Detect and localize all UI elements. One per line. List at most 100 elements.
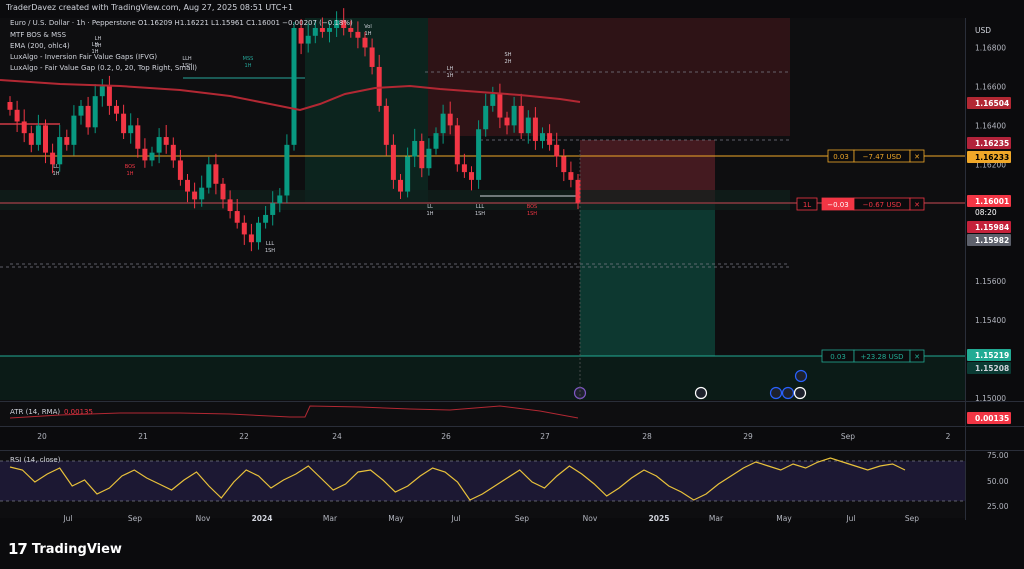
candle-body xyxy=(348,28,354,32)
candle-body xyxy=(227,199,233,212)
event-icon xyxy=(769,386,783,400)
time-tick: 28 xyxy=(642,432,652,441)
candle-body xyxy=(114,105,119,114)
time-tick: Sep xyxy=(841,432,855,441)
rsi-month-tick: Sep xyxy=(905,514,919,523)
ema-price-tag-bg xyxy=(967,97,1011,109)
rsi-month-tick: May xyxy=(776,514,792,523)
price-tick: 1.16600 xyxy=(975,82,1006,91)
candle-body xyxy=(497,94,503,118)
structure-label: LLH xyxy=(182,56,192,62)
candle-body xyxy=(43,125,48,153)
candle-body xyxy=(57,137,63,165)
structure-label: 1SH xyxy=(527,211,537,217)
candle-body xyxy=(483,105,489,130)
structure-label: Vol xyxy=(364,24,371,30)
candle-body xyxy=(476,129,482,180)
candle-body xyxy=(334,20,340,28)
structure-label: 1SH xyxy=(475,211,485,217)
candle-body xyxy=(341,20,347,28)
low2-tag-bg xyxy=(967,234,1011,246)
candle-body xyxy=(21,121,27,134)
price-tick: 1.15400 xyxy=(975,316,1006,325)
indicator-label: LuxAlgo - Fair Value Gap (0.2, 0, 20, To… xyxy=(10,64,197,72)
target-zone xyxy=(580,204,715,356)
candle-body xyxy=(405,156,411,192)
candle-body xyxy=(156,137,162,153)
candle-body xyxy=(177,160,183,180)
atr-line xyxy=(9,405,579,419)
rsi-month-tick: Jul xyxy=(845,514,855,523)
indicator-label: LuxAlgo - Inversion Fair Value Gaps (IFV… xyxy=(10,53,157,61)
credit-text: TraderDavez created with TradingView.com… xyxy=(6,3,294,12)
rsi-month-tick: 2025 xyxy=(649,514,670,523)
candle-body xyxy=(355,31,361,38)
candle-body xyxy=(220,183,226,200)
structure-label: 1H xyxy=(95,43,102,49)
candle-body xyxy=(561,156,567,173)
rsi-month-tick: Sep xyxy=(515,514,529,523)
candle-body xyxy=(106,86,112,106)
currency-label: USD xyxy=(975,26,991,35)
target2-tag-bg xyxy=(967,362,1011,374)
atr-inline-value: 0.00135 xyxy=(64,408,93,416)
structure-label: BOS xyxy=(527,204,537,210)
candle-body xyxy=(518,105,524,134)
candle-body xyxy=(504,117,510,126)
rsi-tick: 50.00 xyxy=(987,477,1009,486)
rsi-month-tick: Sep xyxy=(128,514,142,523)
candle-body xyxy=(163,137,169,145)
candle-body xyxy=(78,105,84,116)
structure-label: 1H xyxy=(127,171,134,177)
stop-top-tag-bg xyxy=(967,137,1011,149)
structure-label: LL xyxy=(427,204,433,210)
candle-body xyxy=(14,109,20,122)
structure-label: 1SH xyxy=(182,63,192,69)
entry-qty-box xyxy=(796,197,818,211)
candle-body xyxy=(540,133,545,141)
rsi-month-tick: Jul xyxy=(62,514,72,523)
candle-body xyxy=(241,222,247,235)
structure-label: LLL xyxy=(476,204,485,210)
candle-body xyxy=(575,179,581,204)
candle-body xyxy=(64,137,70,145)
candle-body xyxy=(92,96,98,128)
structure-label: SH xyxy=(505,52,512,58)
time-tick: 20 xyxy=(37,432,47,441)
ema-price-tag: 1.16504 xyxy=(975,99,1009,108)
candle-body xyxy=(185,179,190,192)
stop-qty: 0.03 xyxy=(833,153,849,161)
entry-side: −0.03 xyxy=(827,201,848,209)
structure-label: LH xyxy=(92,42,99,48)
target-price-tag: 1.15219 xyxy=(975,351,1009,360)
candle-body xyxy=(454,125,460,165)
structure-label: 1H xyxy=(447,73,454,79)
candle-body xyxy=(412,140,418,157)
price-tick: 1.16200 xyxy=(975,160,1006,169)
price-tick: 1.16800 xyxy=(975,43,1006,52)
time-tick: 27 xyxy=(540,432,550,441)
price-tick: 1.15000 xyxy=(975,394,1006,403)
time-tick: 24 xyxy=(332,432,342,441)
event-icon xyxy=(573,386,587,400)
candle-body xyxy=(213,164,219,184)
atr-pane xyxy=(0,402,965,426)
indicator-label: MTF BOS & MSS xyxy=(10,31,67,39)
candle-body xyxy=(7,102,13,110)
entry-close-icon-box xyxy=(909,197,925,211)
time-tick: 21 xyxy=(138,432,148,441)
time-tick: 22 xyxy=(239,432,249,441)
last-price-tag: 1.16001 xyxy=(975,197,1009,206)
countdown-label: 08:20 xyxy=(975,208,997,217)
candle-body xyxy=(447,113,453,126)
structure-label: 1H xyxy=(427,211,434,217)
ifvg-zone xyxy=(0,190,790,210)
last-price-tag-bg xyxy=(967,195,1011,207)
candle-body xyxy=(305,35,311,44)
candle-body xyxy=(270,203,276,215)
rsi-label: RSI (14, close) xyxy=(10,456,61,464)
candle-body xyxy=(568,172,574,180)
rsi-month-tick: May xyxy=(388,514,404,523)
structure-label: LL xyxy=(53,164,59,170)
